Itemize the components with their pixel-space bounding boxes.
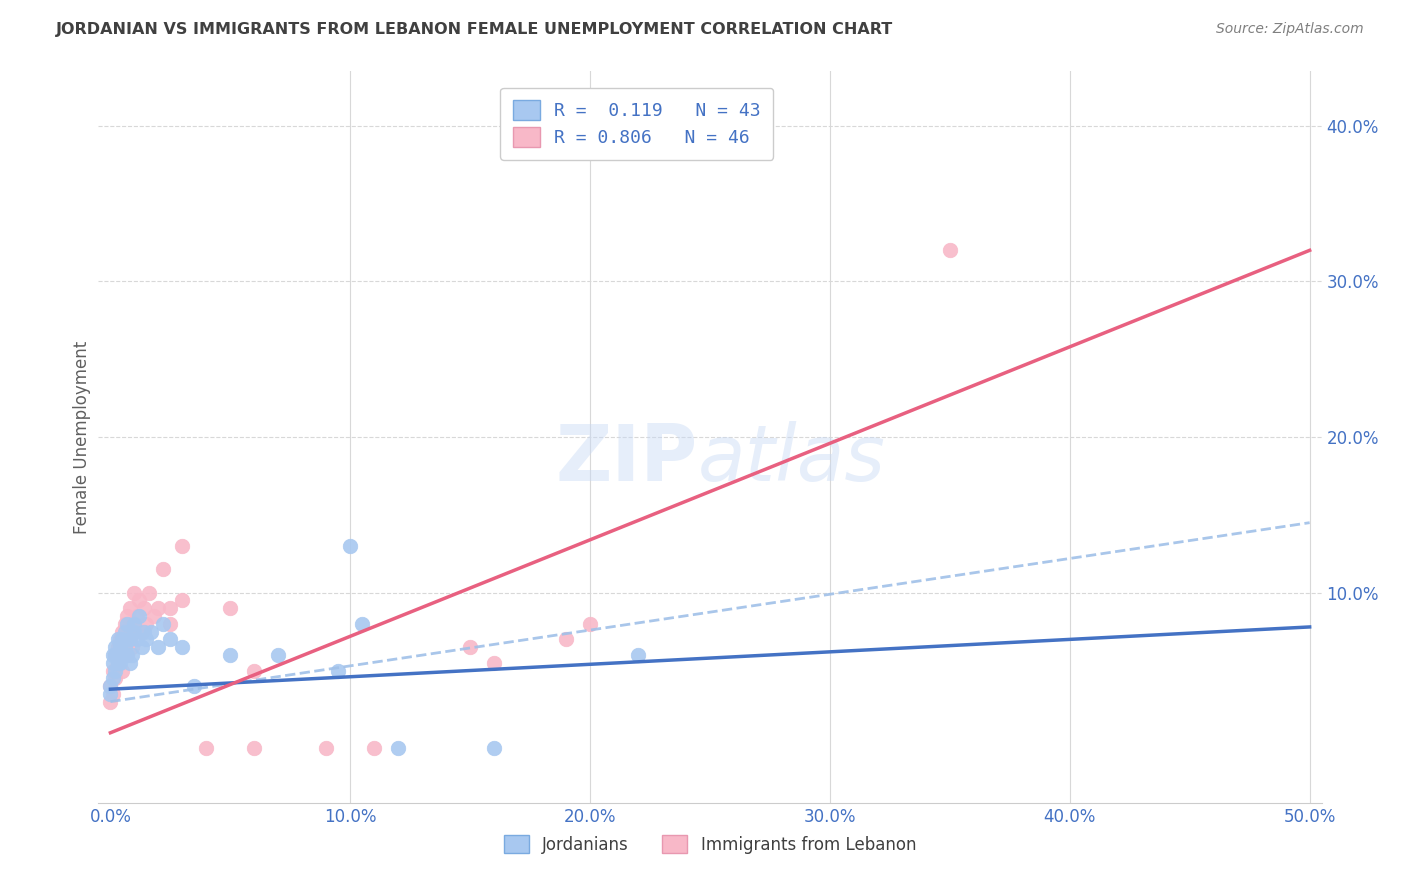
Point	[121, 616, 143, 631]
Point	[101, 671, 124, 685]
Point	[482, 741, 505, 756]
Point	[124, 624, 146, 639]
Point	[243, 741, 266, 756]
Point	[939, 244, 962, 258]
Point	[100, 679, 122, 693]
Point	[107, 632, 129, 647]
Point	[387, 741, 409, 756]
Text: Source: ZipAtlas.com: Source: ZipAtlas.com	[1216, 22, 1364, 37]
Legend: Jordanians, Immigrants from Lebanon: Jordanians, Immigrants from Lebanon	[498, 829, 922, 860]
Point	[219, 648, 242, 662]
Point	[152, 616, 174, 631]
Point	[104, 648, 127, 662]
Point	[104, 648, 127, 662]
Text: JORDANIAN VS IMMIGRANTS FROM LEBANON FEMALE UNEMPLOYMENT CORRELATION CHART: JORDANIAN VS IMMIGRANTS FROM LEBANON FEM…	[56, 22, 893, 37]
Point	[315, 741, 337, 756]
Point	[108, 632, 131, 647]
Point	[159, 632, 181, 647]
Point	[121, 648, 143, 662]
Point	[118, 632, 141, 647]
Point	[118, 632, 141, 647]
Point	[627, 648, 650, 662]
Point	[101, 648, 124, 662]
Point	[328, 664, 350, 678]
Point	[107, 656, 129, 670]
Point	[101, 664, 124, 678]
Point	[458, 640, 481, 655]
Point	[107, 640, 129, 655]
Point	[114, 624, 136, 639]
Point	[183, 679, 205, 693]
Text: atlas: atlas	[697, 421, 886, 497]
Point	[100, 679, 122, 693]
Point	[138, 585, 160, 599]
Point	[131, 624, 153, 639]
Point	[114, 640, 136, 655]
Point	[352, 616, 374, 631]
Point	[172, 640, 194, 655]
Point	[159, 616, 181, 631]
Point	[195, 741, 218, 756]
Point	[128, 609, 150, 624]
Point	[100, 695, 122, 709]
Point	[118, 656, 141, 670]
Point	[108, 640, 131, 655]
Point	[115, 616, 138, 631]
Point	[118, 601, 141, 615]
Point	[135, 632, 157, 647]
Point	[104, 640, 127, 655]
Point	[135, 616, 157, 631]
Point	[114, 616, 136, 631]
Point	[141, 624, 163, 639]
Point	[111, 648, 134, 662]
Point	[115, 609, 138, 624]
Point	[124, 624, 146, 639]
Point	[104, 664, 127, 678]
Point	[267, 648, 290, 662]
Point	[115, 648, 138, 662]
Point	[172, 539, 194, 553]
Point	[101, 687, 124, 701]
Point	[142, 609, 165, 624]
Point	[243, 664, 266, 678]
Point	[125, 632, 148, 647]
Point	[152, 562, 174, 576]
Point	[111, 632, 134, 647]
Point	[159, 601, 181, 615]
Point	[111, 664, 134, 678]
Y-axis label: Female Unemployment: Female Unemployment	[73, 341, 91, 533]
Point	[115, 648, 138, 662]
Point	[148, 601, 170, 615]
Point	[131, 640, 153, 655]
Point	[132, 601, 155, 615]
Point	[108, 656, 131, 670]
Point	[482, 656, 505, 670]
Point	[555, 632, 578, 647]
Point	[114, 640, 136, 655]
Point	[132, 624, 155, 639]
Point	[104, 671, 127, 685]
Point	[107, 656, 129, 670]
Point	[111, 624, 134, 639]
Point	[121, 640, 143, 655]
Point	[125, 609, 148, 624]
Point	[108, 648, 131, 662]
Point	[124, 616, 146, 631]
Point	[219, 601, 242, 615]
Text: ZIP: ZIP	[555, 421, 697, 497]
Point	[101, 656, 124, 670]
Point	[107, 648, 129, 662]
Point	[148, 640, 170, 655]
Point	[124, 585, 146, 599]
Point	[172, 593, 194, 607]
Point	[100, 687, 122, 701]
Point	[339, 539, 361, 553]
Point	[363, 741, 385, 756]
Point	[579, 616, 602, 631]
Point	[128, 593, 150, 607]
